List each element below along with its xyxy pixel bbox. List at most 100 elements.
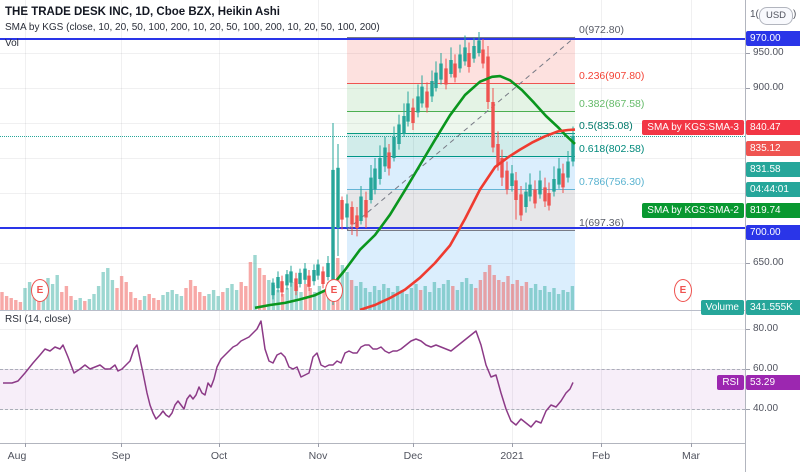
volume-bar [556,294,561,310]
volume-bar [520,286,524,310]
volume-bar [23,288,27,310]
current-price-line [0,135,745,137]
volume-bar [64,286,69,310]
earnings-marker[interactable]: E [31,279,49,302]
candle-body [271,282,275,296]
volume-bar [119,276,124,310]
volume-bar [561,290,565,310]
horizontal-ray-line[interactable] [0,38,745,40]
volume-bar [60,292,64,310]
volume-bar [487,265,492,310]
volume-bar [262,275,266,310]
candle-body [561,173,565,188]
axis-value-badge: 341.555K [746,300,800,315]
volume-bar [202,296,207,310]
volume-bar [106,268,110,310]
earnings-marker[interactable]: E [674,279,692,302]
time-axis-label: Mar [681,450,701,462]
time-axis-tick [512,443,513,447]
rsi-lower-band-line [0,409,745,410]
volume-bar [239,282,243,310]
rsi-tick-dash [746,369,750,370]
time-axis-tick [25,443,26,447]
candle-body [294,278,298,291]
volume-bar [552,288,556,310]
price-tick-dash [746,88,750,89]
time-axis-label: Aug [7,450,27,462]
volume-bar [69,296,73,310]
fib-level-label: 0.786(756.30) [579,175,645,188]
volume-bar [124,282,128,310]
candle-body [477,40,481,53]
fib-trend-line [346,36,576,231]
candle-body [331,169,335,301]
volume-bar [474,288,478,310]
volume-bar [317,286,322,310]
candle-body [547,193,551,206]
pane-separator[interactable] [0,310,800,311]
fib-level-line [347,156,575,158]
volume-bar [0,292,4,310]
candle-body [285,274,289,286]
volume-bar [359,282,363,310]
time-axis-tick [219,443,220,447]
volume-bar [14,300,18,310]
rsi-tick-label: 80.00 [753,323,779,334]
candle-body [514,180,518,200]
volume-bar [290,282,294,310]
volume-bar [221,292,225,310]
candle-body [378,158,382,179]
candle-body [316,264,320,276]
candle-body [463,47,467,62]
price-tick-dash [746,53,750,54]
time-axis-tick [318,443,319,447]
volume-indicator-legend[interactable]: Vol [5,38,19,49]
candle-body [538,180,542,195]
candle-body [472,46,476,59]
price-tick-label: 950.00 [753,47,784,58]
volume-bar [464,278,469,310]
volume-bar [55,275,59,310]
candle-body [420,86,424,104]
volume-bar [198,292,202,310]
time-axis-label: Sep [111,450,131,462]
volume-bar [18,302,23,310]
volume-bar [253,255,257,310]
candle-body [510,173,514,186]
volume-bar [179,296,184,310]
volume-bar [441,284,446,310]
earnings-marker[interactable]: E [325,279,343,302]
fib-level-label: 0(972.80) [579,24,624,37]
volume-bar [478,280,483,310]
candle-body [411,107,415,123]
volume-bar [299,292,303,310]
price-tick-label: 650.00 [753,257,784,268]
sma-indicator-legend[interactable]: SMA by KGS (close, 10, 20, 50, 100, 200,… [5,22,380,33]
volume-bar [391,292,395,310]
fib-level-label: 0.618(802.58) [579,143,645,156]
volume-bar [372,286,377,310]
vertical-gridline [219,0,220,443]
fib-retracement-band [347,229,575,310]
time-axis[interactable] [0,443,800,472]
volume-bar [294,286,299,310]
volume-bar [138,300,142,310]
volume-bar [349,280,354,310]
volume-bar [308,288,312,310]
horizontal-ray-line[interactable] [0,227,745,229]
volume-bar [543,286,547,310]
symbol-title[interactable]: THE TRADE DESK INC, 1D, Cboe BZX, Heikin… [5,6,280,18]
volume-bar [538,290,542,310]
rsi-tick-label: 40.00 [753,403,779,414]
time-axis-tick [121,443,122,447]
currency-toggle-button[interactable]: USD [759,7,793,25]
rsi-indicator-legend[interactable]: RSI (14, close) [5,314,72,325]
axis-value-badge: 970.00 [746,31,800,46]
volume-bar [4,296,9,310]
candle-body [280,281,284,293]
candle-body [453,63,457,78]
axis-value-badge: 04:44:01 [746,182,800,197]
plots-layer [0,32,576,428]
candle-body [467,53,471,67]
